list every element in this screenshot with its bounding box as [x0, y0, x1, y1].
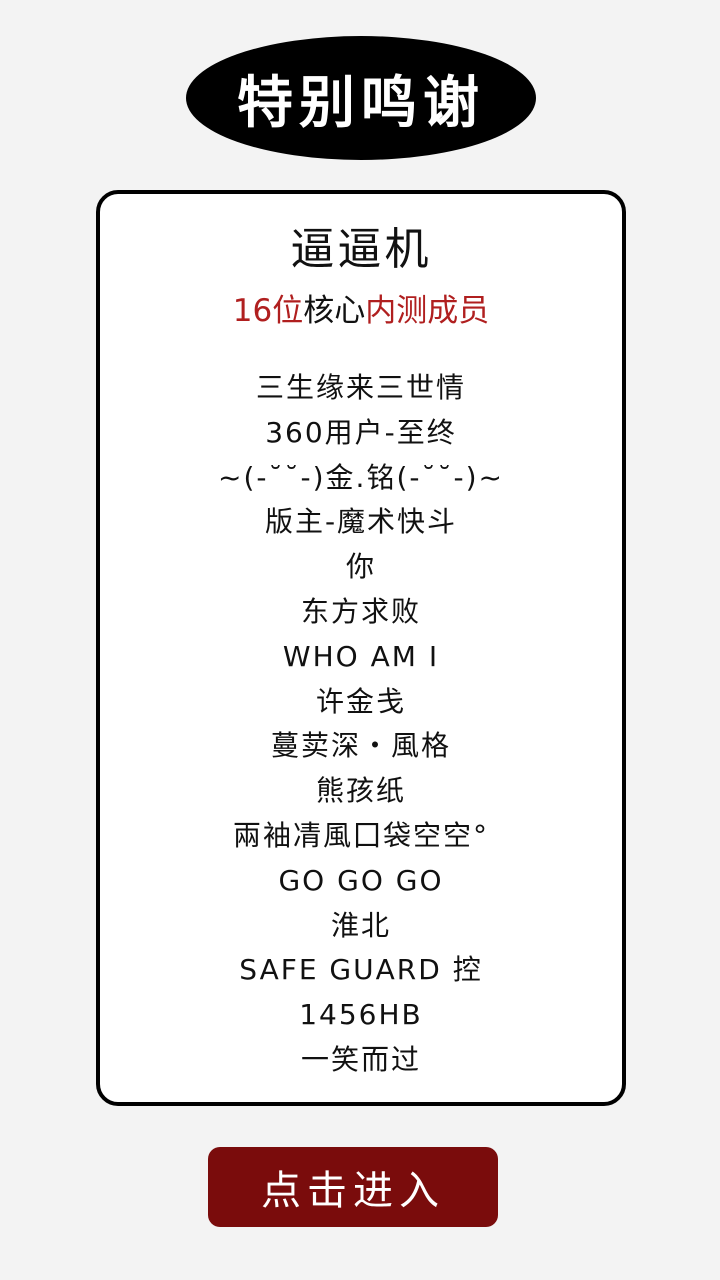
- card-title: 逼逼机: [290, 224, 432, 275]
- header-title-pill: 特别鸣谢: [186, 36, 536, 160]
- member-name: GO GO GO: [278, 863, 444, 897]
- member-name: 1456HB: [299, 998, 423, 1032]
- member-name: 蔓荬深・風格: [270, 729, 451, 763]
- card-subtitle: 16位核心内测成员: [100, 291, 622, 331]
- credits-card: 逼逼机 16位核心内测成员 三生缘来三世情 360用户-至终 ~(-˘˘-)金.…: [96, 190, 626, 1106]
- member-name: 360用户-至终: [265, 415, 457, 449]
- member-name: 许金戋: [315, 684, 406, 718]
- member-name: 淮北: [330, 908, 391, 942]
- member-name: WHO AM I: [282, 639, 440, 673]
- member-list: 三生缘来三世情 360用户-至终 ~(-˘˘-)金.铭(-˘˘-)~ 版主-魔术…: [100, 366, 622, 1083]
- member-name: 一笑而过: [300, 1042, 421, 1076]
- member-name: 兩袖凊風囗袋空空°: [232, 818, 489, 852]
- member-name: 三生缘来三世情: [255, 371, 466, 404]
- page-title: 特别鸣谢: [237, 70, 485, 136]
- member-name: 熊孩纸: [315, 774, 406, 808]
- member-name: ~(-˘˘-)金.铭(-˘˘-)~: [218, 460, 504, 494]
- member-name: 版主-魔术快斗: [264, 505, 458, 539]
- member-name: 你: [345, 550, 376, 584]
- subtitle-core: 核心: [303, 293, 366, 329]
- subtitle-count: 16位: [232, 293, 304, 329]
- member-name: 东方求败: [300, 594, 421, 628]
- member-name: SAFE GUARD 控: [239, 953, 483, 987]
- enter-button[interactable]: 点击进入: [208, 1147, 498, 1227]
- subtitle-rest: 内测成员: [365, 293, 490, 329]
